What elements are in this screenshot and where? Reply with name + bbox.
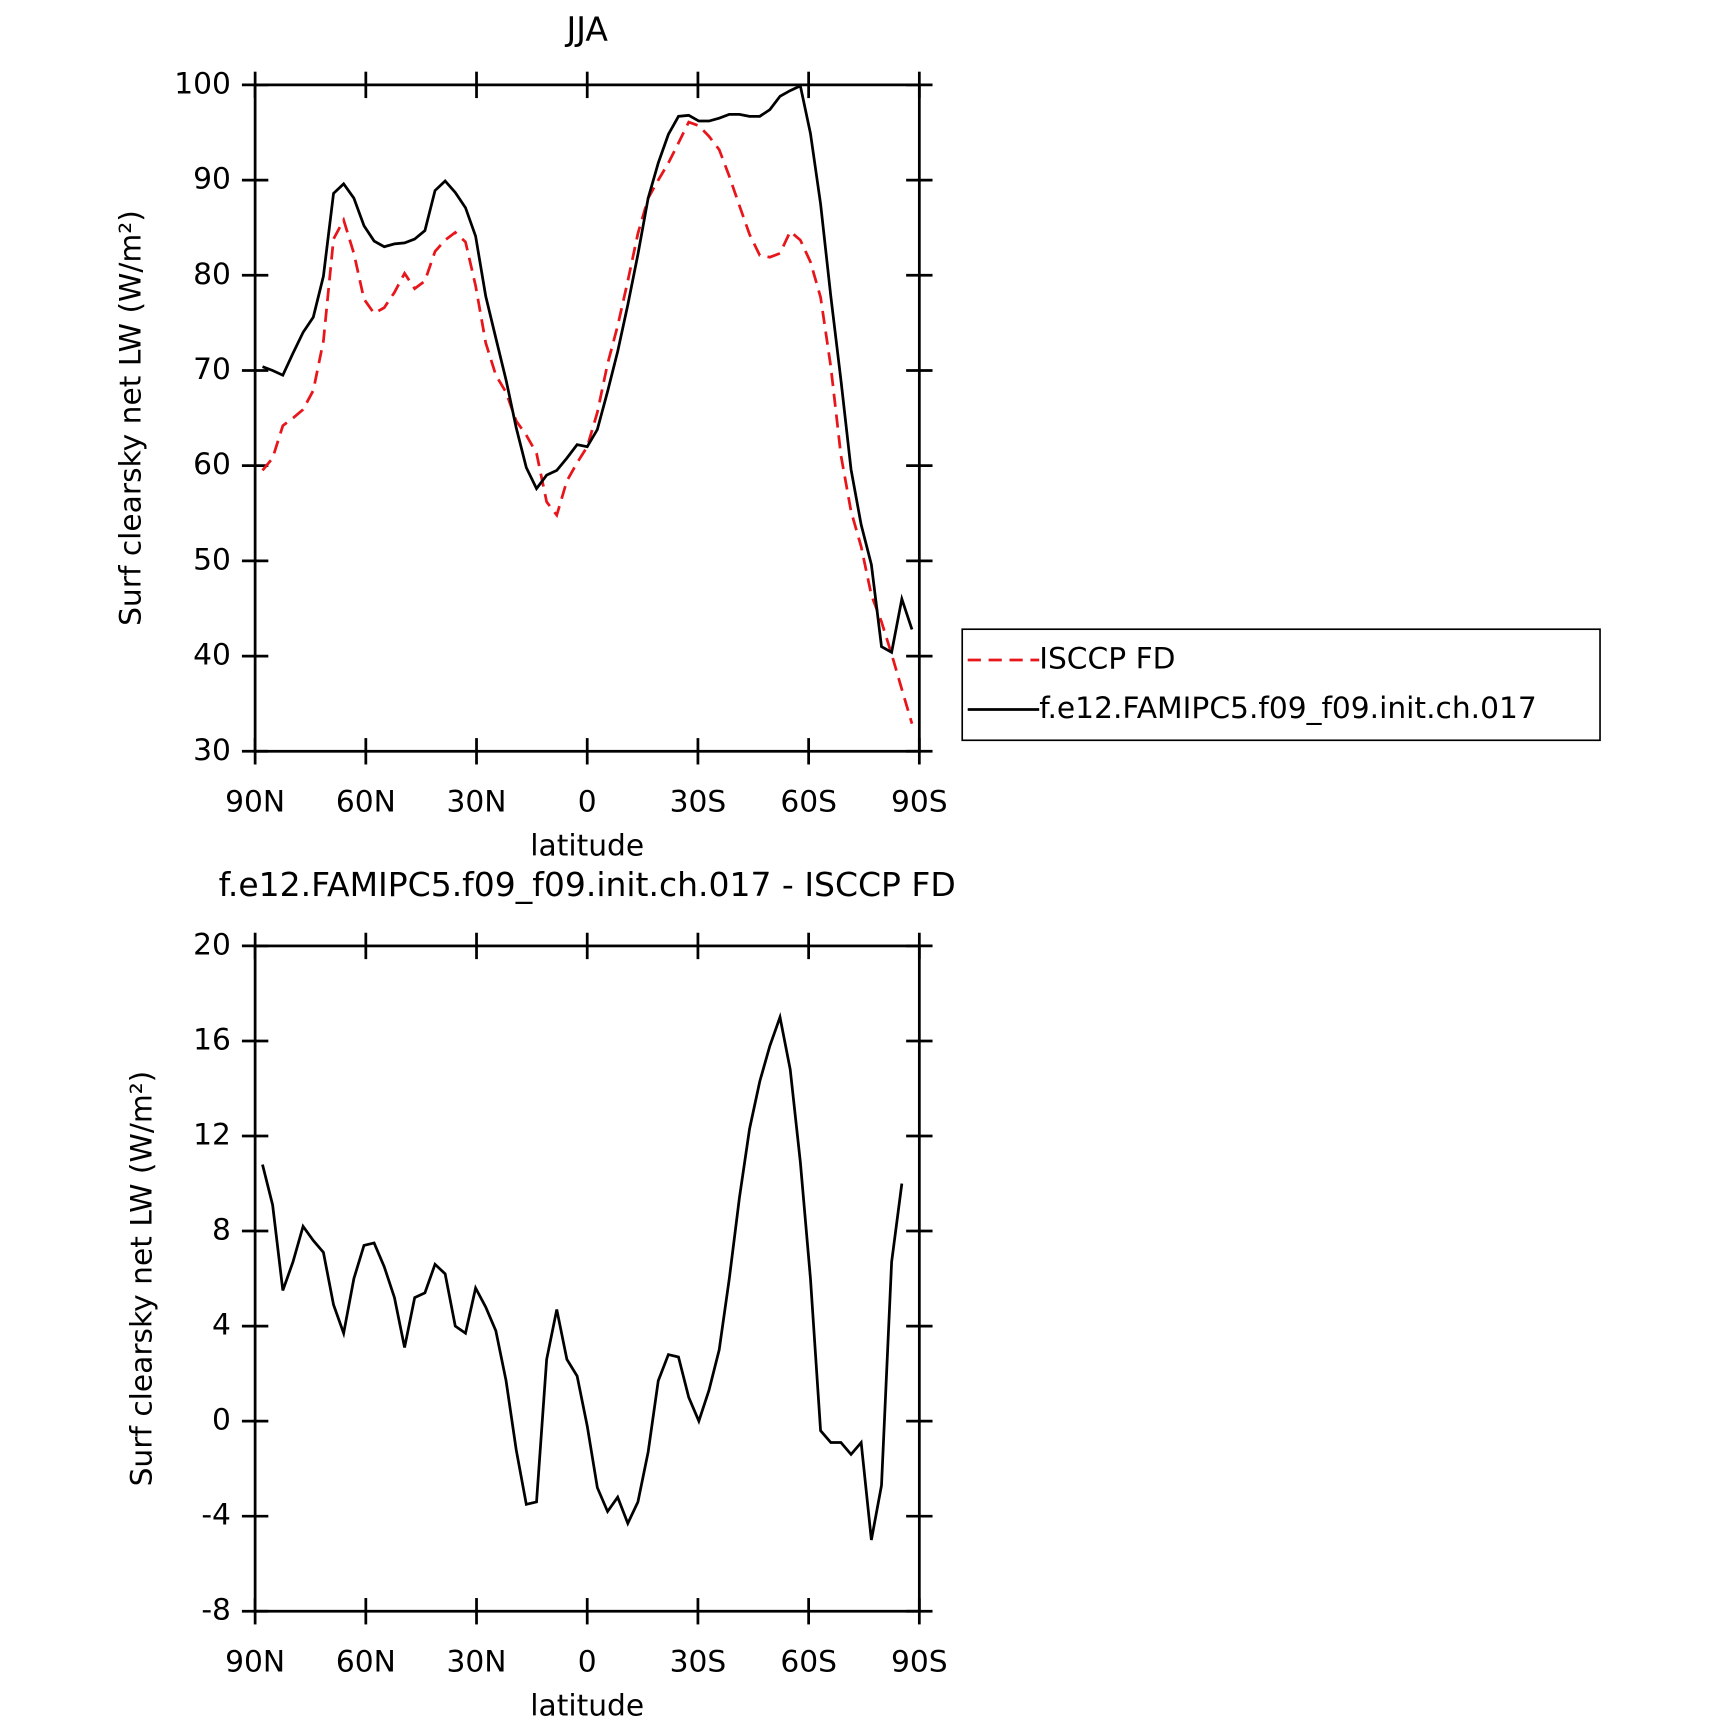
y-tick-label: 60	[193, 447, 231, 482]
plot-frame	[253, 944, 921, 1613]
y-tick-label: 12	[193, 1118, 231, 1153]
x-tick-label: 0	[578, 784, 597, 819]
x-tick-label: 30S	[670, 1644, 727, 1679]
x-tick-label: 60N	[336, 784, 396, 819]
y-tick-label: 8	[212, 1213, 231, 1248]
y-tick-label: 100	[174, 66, 231, 101]
x-tick-label: 60S	[780, 1644, 837, 1679]
legend-label: f.e12.FAMIPC5.f09_f09.init.ch.017	[1039, 691, 1537, 726]
y-tick-label: 80	[193, 257, 231, 292]
chart-title: f.e12.FAMIPC5.f09_f09.init.ch.017 - ISCC…	[219, 865, 956, 904]
legend-box	[961, 628, 1601, 742]
x-tick-label: 0	[578, 1644, 597, 1679]
legend-label: ISCCP FD	[1039, 642, 1175, 677]
x-tick-label: 60N	[336, 1644, 396, 1679]
chart-title: JJA	[565, 9, 609, 48]
y-axis-label: Surf clearsky net LW (W/m²)	[113, 210, 148, 626]
legend: ISCCP FD f.e12.FAMIPC5.f09_f09.init.ch.01…	[961, 628, 1601, 742]
y-tick-label: -8	[201, 1593, 231, 1628]
y-tick-label: 30	[193, 733, 231, 768]
y-tick-label: 50	[193, 542, 231, 577]
data-line	[262, 83, 914, 655]
data-line	[261, 1011, 904, 1541]
y-tick-label: 20	[193, 927, 231, 962]
y-axis-label: Surf clearsky net LW (W/m²)	[124, 1071, 159, 1487]
x-tick-label: 30S	[670, 784, 727, 819]
y-tick-label: 16	[193, 1022, 231, 1057]
x-axis-label: latitude	[530, 828, 644, 863]
x-tick-label: 60S	[780, 784, 837, 819]
y-tick-label: -4	[201, 1498, 231, 1533]
x-tick-label: 90S	[891, 1644, 948, 1679]
x-tick-label: 90N	[225, 1644, 285, 1679]
x-axis-label: latitude	[530, 1688, 644, 1723]
y-tick-label: 0	[212, 1403, 231, 1438]
y-tick-label: 70	[193, 352, 231, 387]
y-tick-label: 40	[193, 638, 231, 673]
x-tick-label: 90N	[225, 784, 285, 819]
plot-frame	[253, 83, 921, 753]
y-tick-label: 90	[193, 162, 231, 197]
y-tick-label: 4	[212, 1308, 231, 1343]
data-line	[261, 120, 914, 725]
x-tick-label: 30N	[447, 784, 507, 819]
x-tick-label: 30N	[447, 1644, 507, 1679]
x-tick-label: 90S	[891, 784, 948, 819]
